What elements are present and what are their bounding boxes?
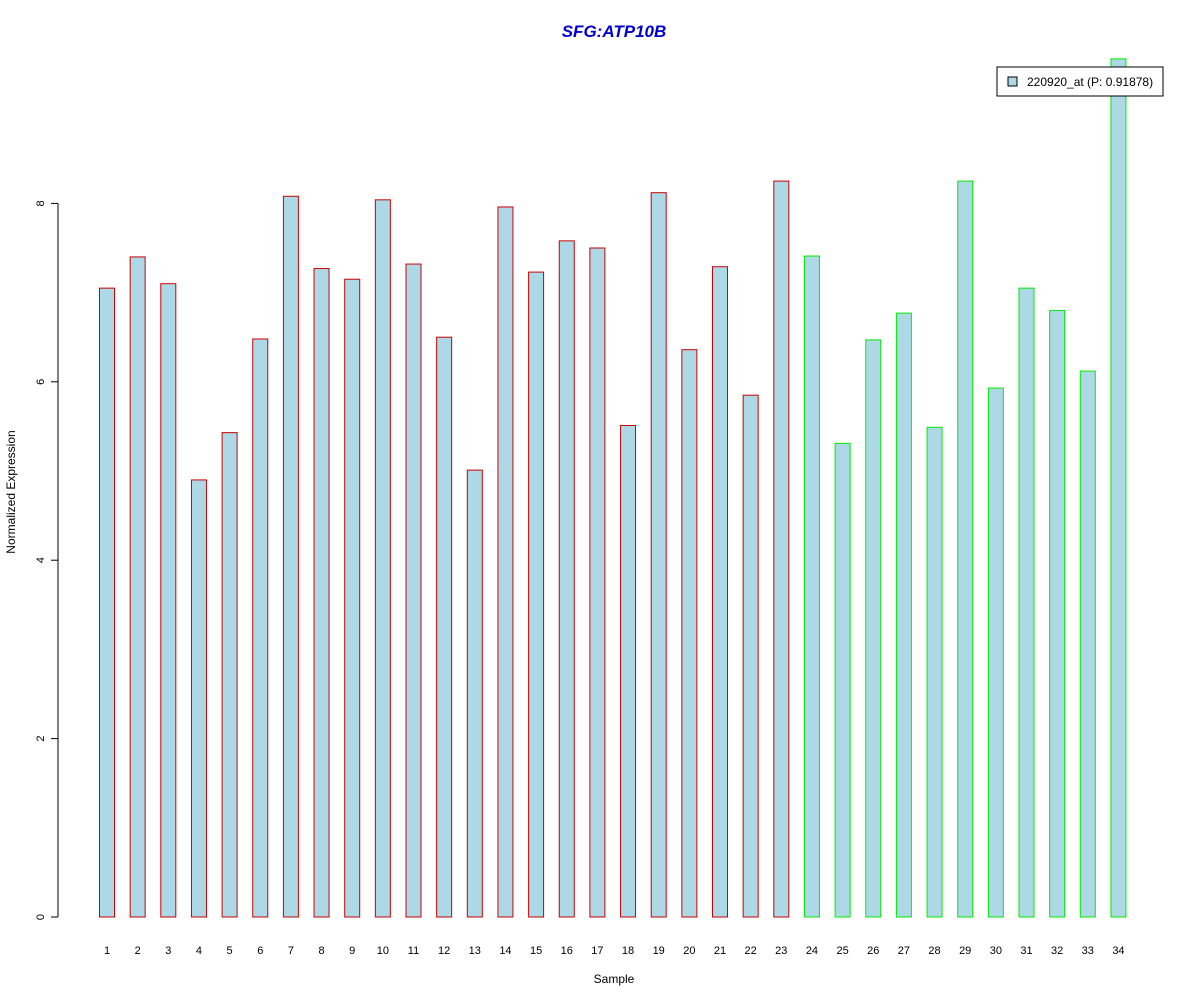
- bar-sample-9: [344, 278, 361, 918]
- x-tick-label: 9: [349, 945, 355, 957]
- legend-label: 220920_at (P: 0.91878): [1027, 75, 1153, 89]
- x-tick-label: 5: [227, 945, 233, 957]
- x-tick-label: 23: [775, 945, 787, 957]
- x-tick-label: 20: [683, 945, 695, 957]
- x-tick-label: 24: [806, 945, 818, 957]
- bar-sample-21: [712, 266, 728, 918]
- bar-sample-22: [742, 394, 759, 918]
- x-tick-label: 16: [561, 945, 573, 957]
- x-tick-label: 26: [867, 945, 879, 957]
- x-tick-label: 2: [135, 945, 141, 957]
- x-tick-label: 27: [898, 945, 910, 957]
- bar-sample-33: [1079, 370, 1096, 918]
- bars-group: [99, 58, 1127, 918]
- x-tick-label: 7: [288, 945, 294, 957]
- x-tick-label: 29: [959, 945, 971, 957]
- y-tick-label: 8: [35, 200, 47, 206]
- bar-sample-16: [558, 240, 575, 918]
- bar-sample-8: [313, 268, 330, 918]
- x-tick-label: 21: [714, 945, 726, 957]
- x-tick-label: 14: [499, 945, 511, 957]
- bar-sample-20: [681, 349, 698, 918]
- y-axis-label: Normalized Expression: [4, 430, 18, 553]
- x-tick-label: 17: [591, 945, 603, 957]
- bar-sample-15: [528, 271, 545, 918]
- x-tick-labels: 1 2 3 4 5 6 7 8 9 10 11 12 13 14 15 16 17 18 19 20 21 22 23 24 2…: [104, 945, 1125, 957]
- bar-sample-31: [1018, 287, 1035, 918]
- bar-sample-1: [99, 287, 115, 918]
- bar-sample-6: [252, 338, 269, 918]
- x-tick-label: 25: [836, 945, 848, 957]
- bar-sample-23: [773, 180, 790, 918]
- bar-sample-14: [497, 206, 514, 918]
- x-tick-label: 4: [196, 945, 202, 957]
- y-axis: 0 2 4 6 8: [35, 200, 59, 920]
- bar-sample-3: [160, 283, 177, 918]
- bar-sample-7: [282, 195, 299, 918]
- bar-sample-30: [987, 387, 1004, 918]
- x-tick-label: 34: [1112, 945, 1124, 957]
- bar-sample-25: [834, 442, 851, 918]
- x-tick-label: 11: [408, 945, 419, 957]
- y-tick-label: 2: [35, 736, 47, 742]
- legend: 220920_at (P: 0.91878): [996, 66, 1164, 97]
- bar-sample-29: [957, 180, 974, 918]
- x-tick-label: 18: [622, 945, 634, 957]
- legend-box: [996, 66, 1164, 97]
- bar-sample-28: [926, 426, 943, 918]
- bar-sample-4: [190, 479, 207, 918]
- y-tick-label: 0: [35, 914, 47, 920]
- x-tick-label: 1: [104, 945, 110, 957]
- bar-sample-13: [466, 469, 483, 918]
- x-tick-label: 28: [928, 945, 940, 957]
- bar-sample-26: [865, 339, 882, 918]
- x-tick-label: 15: [530, 945, 542, 957]
- bar-sample-24: [803, 255, 820, 918]
- bar-sample-27: [895, 312, 912, 918]
- x-tick-label: 32: [1051, 945, 1063, 957]
- x-axis-label: Sample: [594, 972, 635, 986]
- x-tick-label: 3: [165, 945, 171, 957]
- x-tick-label: 12: [438, 945, 450, 957]
- x-tick-label: 13: [469, 945, 481, 957]
- x-tick-label: 31: [1020, 945, 1032, 957]
- y-tick-label: 6: [35, 379, 47, 385]
- bar-sample-32: [1049, 309, 1066, 918]
- bar-sample-34: [1110, 58, 1127, 918]
- x-tick-label: 19: [653, 945, 665, 957]
- chart-title: SFG:ATP10B: [562, 22, 667, 41]
- x-tick-label: 10: [377, 945, 389, 957]
- x-tick-label: 6: [257, 945, 263, 957]
- y-tick-label: 4: [35, 557, 47, 563]
- bar-sample-2: [129, 256, 146, 918]
- x-tick-label: 22: [745, 945, 757, 957]
- x-tick-label: 8: [318, 945, 324, 957]
- legend-swatch: [1007, 76, 1018, 87]
- x-tick-label: 30: [990, 945, 1002, 957]
- bar-sample-18: [620, 425, 637, 918]
- bar-sample-11: [405, 263, 422, 918]
- bar-sample-19: [650, 192, 667, 918]
- x-tick-label: 33: [1082, 945, 1094, 957]
- bar-sample-17: [589, 247, 606, 918]
- bar-sample-5: [221, 432, 238, 918]
- bar-sample-10: [374, 199, 391, 918]
- bar-sample-12: [436, 336, 453, 918]
